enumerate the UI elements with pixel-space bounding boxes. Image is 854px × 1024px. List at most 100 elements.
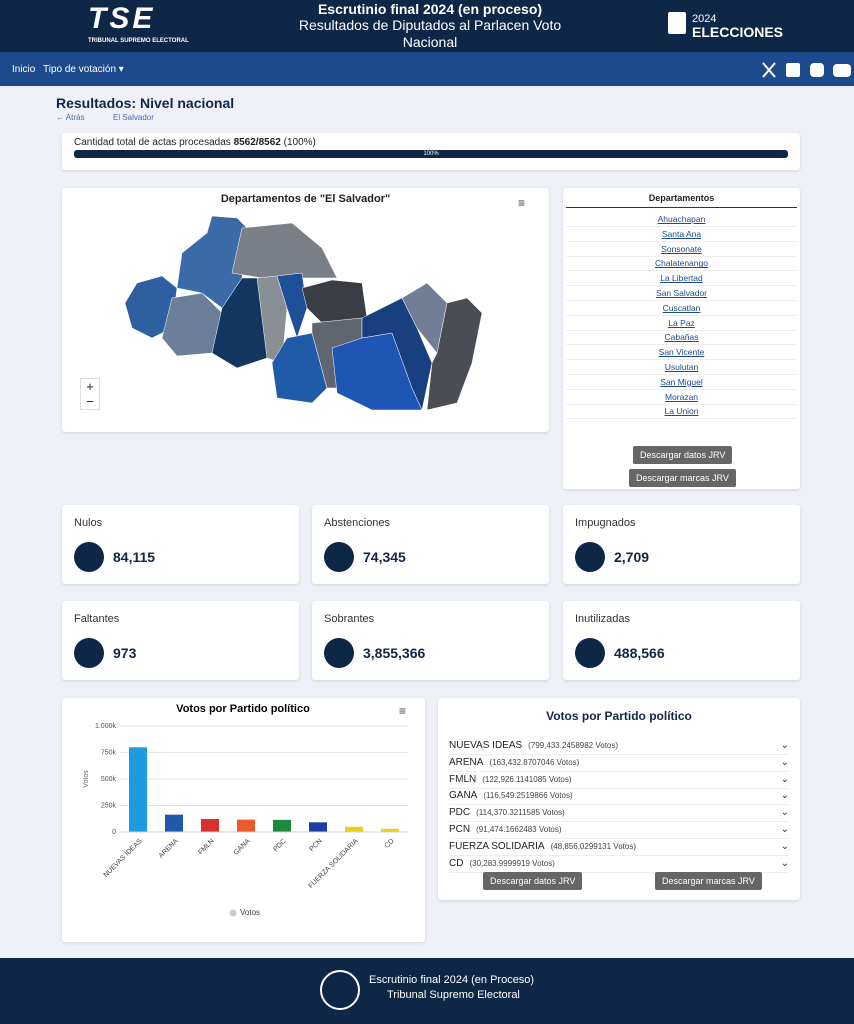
- progress-bar: 100%: [74, 150, 788, 158]
- nav-dropdown[interactable]: Tipo de votación ▾: [43, 64, 124, 75]
- download-button[interactable]: Descargar marcas JRV: [629, 469, 736, 487]
- header: TSE TRIBUNAL SUPREMO ELECTORAL Escrutini…: [0, 0, 854, 52]
- department-link[interactable]: Cabañas: [566, 330, 797, 346]
- party-votes[interactable]: (48,856.0299131 Votos): [550, 841, 636, 851]
- instagram-icon[interactable]: [810, 63, 824, 77]
- department-link[interactable]: La Union: [566, 404, 797, 420]
- brand-name: ELECCIONES: [692, 24, 784, 40]
- stat-card: Faltantes 973: [62, 601, 299, 680]
- party-votes[interactable]: (30,283.9999919 Votos): [469, 858, 555, 868]
- legend-symbol[interactable]: [229, 909, 237, 917]
- chevron[interactable]: ⌄: [780, 773, 789, 785]
- party-votes[interactable]: (114,370.3211585 Votos): [476, 808, 565, 818]
- zoom-out[interactable]: −: [86, 394, 94, 409]
- department-shape[interactable]: [301, 279, 368, 324]
- legend-label[interactable]: Votos: [240, 908, 260, 917]
- chevron[interactable]: ⌄: [780, 807, 789, 819]
- chart-title: Votos por Partido político: [176, 703, 310, 715]
- party-name[interactable]: GANA: [449, 790, 478, 802]
- party-row[interactable]: NUEVAS IDEAS (799,433.2458982 Votos) ⌄: [449, 738, 789, 755]
- bar: [309, 822, 327, 832]
- party-row[interactable]: FMLN (122,926.1141085 Votos) ⌄: [449, 772, 789, 789]
- bar: [201, 818, 219, 832]
- stat-label: Impugnados: [575, 517, 636, 529]
- party-name[interactable]: FUERZA SOLIDARIA: [449, 840, 545, 852]
- department-link[interactable]: Usulutan: [566, 360, 797, 375]
- party-votes[interactable]: (163,432.8707046 Votos): [489, 757, 580, 767]
- chevron[interactable]: ⌄: [780, 740, 789, 751]
- progress-count: 8562/8562: [233, 137, 281, 148]
- y-tick-label: 750k: [101, 749, 117, 756]
- party-votes[interactable]: (91,474.1662483 Votos): [476, 825, 562, 834]
- department-link[interactable]: Cuscatlan: [566, 301, 797, 316]
- x-icon[interactable]: [762, 62, 776, 78]
- y-tick-label: 250k: [101, 802, 117, 809]
- back-text[interactable]: Atrás: [65, 113, 85, 122]
- zoom-in[interactable]: +: [86, 379, 94, 394]
- party-votes[interactable]: (116,549.2519866 Votos): [483, 791, 573, 801]
- progress-text: Cantidad total de actas procesadas 8562/…: [74, 137, 316, 148]
- party-row[interactable]: PDC (114,370.3211585 Votos) ⌄: [449, 805, 789, 823]
- department-shape[interactable]: [161, 292, 223, 357]
- header-title: Escrutinio final 2024 (en proceso): [317, 1, 543, 17]
- x-tick-label: CD: [384, 838, 396, 850]
- party-row[interactable]: GANA (116,549.2519866 Votos) ⌄: [449, 788, 789, 806]
- map-menu[interactable]: ≡: [518, 196, 526, 210]
- stat-icon: [324, 542, 354, 572]
- department-link[interactable]: Ahuachapan: [566, 212, 797, 227]
- party-row[interactable]: ARENA (163,432.8707046 Votos) ⌄: [449, 755, 789, 772]
- chevron[interactable]: ⌄: [780, 756, 789, 768]
- party-votes[interactable]: (799,433.2458982 Votos): [528, 741, 619, 750]
- nav-link[interactable]: Inicio: [12, 64, 36, 75]
- stat-card: Sobrantes 3,855,366: [312, 601, 549, 680]
- department-shape[interactable]: [426, 297, 483, 411]
- party-name[interactable]: NUEVAS IDEAS: [449, 740, 523, 751]
- department-link[interactable]: San Salvador: [566, 286, 797, 301]
- footer-line1: Escrutinio final 2024 (en Proceso): [369, 974, 535, 986]
- chevron[interactable]: ⌄: [780, 824, 789, 835]
- party-row[interactable]: CD (30,283.9999919 Votos) ⌄: [449, 856, 789, 873]
- department-link[interactable]: Santa Ana: [566, 227, 797, 242]
- party-row[interactable]: FUERZA SOLIDARIA (48,856.0299131 Votos) ⌄: [449, 839, 789, 856]
- progress-track: 100%: [74, 150, 788, 158]
- stat-card: Abstenciones 74,345: [312, 505, 549, 584]
- party-name[interactable]: ARENA: [449, 756, 484, 768]
- breadcrumb[interactable]: El Salvador: [113, 113, 154, 122]
- department-link[interactable]: San Miguel: [566, 375, 797, 390]
- party-name[interactable]: CD: [449, 857, 464, 869]
- chevron[interactable]: ⌄: [780, 857, 789, 869]
- department-shape[interactable]: [231, 222, 338, 279]
- facebook-icon[interactable]: [786, 63, 800, 77]
- department-link[interactable]: Chalatenango: [566, 256, 797, 272]
- stat-value: 973: [113, 645, 137, 661]
- brand-icon: [668, 12, 686, 34]
- party-row[interactable]: PCN (91,474.1662483 Votos) ⌄: [449, 822, 789, 839]
- department-shape[interactable]: [176, 215, 248, 309]
- youtube-icon[interactable]: [833, 64, 851, 77]
- department-link[interactable]: La Paz: [566, 316, 797, 331]
- party-name[interactable]: FMLN: [449, 773, 477, 785]
- download-button[interactable]: Descargar marcas JRV: [655, 872, 762, 890]
- chevron[interactable]: ⌄: [780, 790, 789, 802]
- x-tick-label: FMLN: [197, 838, 215, 856]
- department-link[interactable]: San Vicente: [566, 345, 797, 361]
- party-name[interactable]: PDC: [449, 807, 471, 819]
- party-title: Votos por Partido político: [546, 709, 692, 723]
- download-button[interactable]: Descargar datos JRV: [633, 446, 733, 464]
- department-link[interactable]: La Libertad: [566, 271, 797, 287]
- y-tick-label: 0: [112, 829, 116, 836]
- back-link[interactable]: ← Atrás: [56, 113, 85, 122]
- chart-menu[interactable]: ≡: [399, 704, 406, 718]
- department-link[interactable]: Morazan: [566, 390, 797, 405]
- x-tick-label: NUEVAS IDEAS: [103, 838, 144, 879]
- department-shape[interactable]: [276, 272, 308, 339]
- party-name[interactable]: PCN: [449, 824, 471, 835]
- department-link[interactable]: Sonsonate: [566, 242, 797, 257]
- stat-card: Impugnados 2,709: [563, 505, 800, 584]
- nav-link[interactable]: Tipo de votación: [43, 64, 117, 75]
- download-button[interactable]: Descargar datos JRV: [483, 872, 583, 890]
- chevron[interactable]: ⌄: [780, 840, 789, 852]
- stat-label: Inutilizadas: [575, 613, 631, 625]
- party-votes[interactable]: (122,926.1141085 Votos): [482, 774, 572, 784]
